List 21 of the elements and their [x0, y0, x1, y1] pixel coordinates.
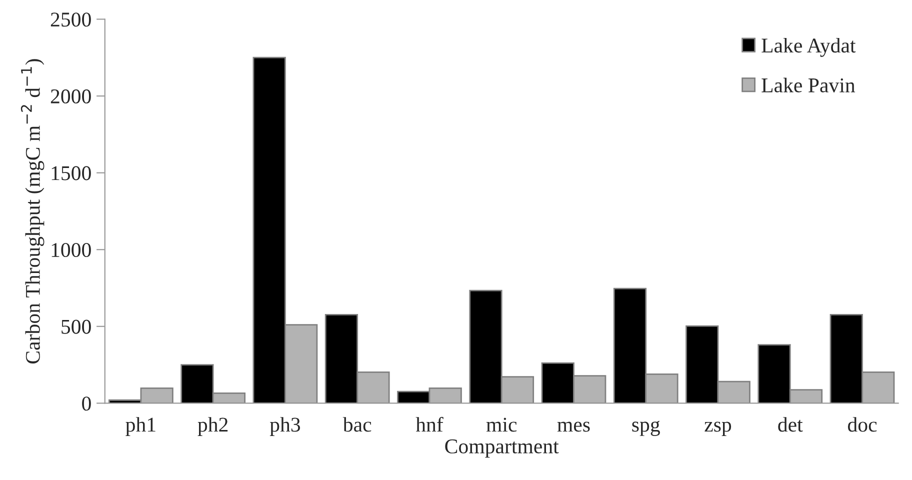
x-tick-label: mes [557, 422, 590, 432]
x-axis-title: Compartment [445, 439, 559, 458]
y-tick-label: 0 [82, 396, 91, 411]
legend-label: Lake Aydat [762, 38, 856, 57]
y-tick-label: 1000 [52, 242, 91, 258]
y-axis-title: Carbon Throughput (mgC m$^{−2}$ d$^{−1}$) [20, 59, 44, 364]
x-tick-label: zsp [704, 422, 732, 436]
x-tick-label: det [778, 417, 803, 432]
legend-label: Lake Pavin [762, 78, 856, 92]
x-tick-label: hnf [416, 416, 444, 432]
x-tick-label: spg [632, 420, 660, 436]
x-tick-label: bac [342, 417, 372, 432]
y-tick-label: 500 [62, 320, 91, 334]
y-tick-label: 1500 [52, 166, 91, 180]
x-tick-label: ph2 [198, 417, 228, 436]
x-tick-label: ph3 [270, 417, 300, 436]
y-tick-label: 2500 [50, 12, 91, 27]
x-tick-label: ph1 [126, 417, 156, 436]
x-tick-label: doc [848, 417, 877, 432]
x-tick-label: mic [486, 418, 517, 432]
y-tick-label: 2000 [50, 89, 91, 104]
